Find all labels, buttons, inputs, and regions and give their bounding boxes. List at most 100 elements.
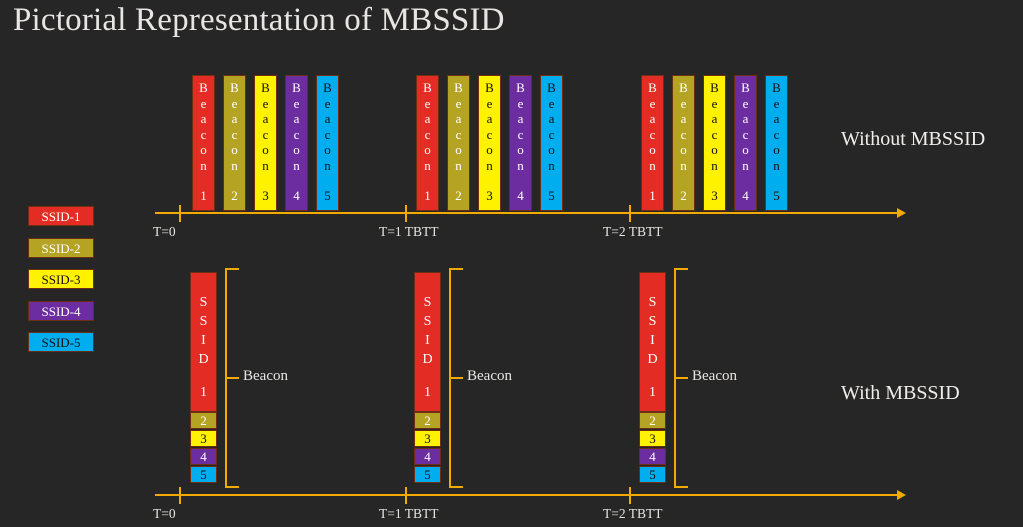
beacon-bracket-label: Beacon (467, 368, 512, 384)
beacon-letter: c (424, 126, 431, 142)
bottom-axis-tick-label: T=2 TBTT (603, 506, 663, 521)
beacon-bar-number: 2 (680, 188, 687, 203)
beacon-bar-number: 3 (486, 188, 493, 203)
beacon-letter: e (711, 95, 718, 111)
beacon-letter: e (680, 95, 687, 111)
beacon-letter: B (648, 80, 657, 95)
beacon-letter: o (742, 142, 749, 157)
beacon-letter: c (486, 126, 493, 142)
beacon-letter: a (742, 111, 749, 126)
beacon-letter: n (324, 157, 331, 173)
beacon-bar-number: 4 (293, 188, 300, 203)
beacon-letter: e (742, 95, 749, 111)
beacon-letter: a (293, 111, 300, 126)
bracket-arm-top (449, 268, 463, 270)
beacon-bar-number: 5 (324, 188, 331, 203)
beacon-letter: a (231, 111, 238, 126)
ssid-letter: I (650, 333, 655, 348)
beacon-letter: a (711, 111, 718, 126)
beacon-letter: o (455, 142, 462, 157)
beacon-bar-number: 1 (200, 188, 207, 203)
beacon-letter: c (231, 126, 238, 142)
beacon-letter: n (455, 157, 462, 173)
with-mbssid-caption: With MBSSID (841, 382, 960, 404)
beacon-letter: e (293, 95, 300, 111)
beacon-letter: o (711, 142, 718, 157)
beacon-letter: B (199, 80, 208, 95)
beacon-letter: a (773, 111, 780, 126)
ssid-sub-number: 3 (200, 431, 207, 446)
ssid-letter: D (422, 352, 433, 367)
beacon-letter: a (548, 111, 555, 126)
beacon-letter: e (231, 95, 238, 111)
beacon-letter: c (262, 126, 269, 142)
ssid-main-number: 1 (424, 385, 431, 400)
beacon-letter: c (680, 126, 687, 142)
ssid-sub-block: 2 (414, 412, 441, 429)
beacon-bar-number: 3 (711, 188, 718, 203)
beacon-letter: o (517, 142, 524, 157)
beacon-letter: n (548, 157, 555, 173)
ssid-letter: S (199, 314, 208, 329)
beacon-letter: a (324, 111, 331, 126)
beacon-letter: B (710, 80, 719, 95)
beacon-letter: n (517, 157, 524, 173)
legend-item-ssid-3: SSID-3 (28, 269, 94, 289)
top-axis-tick-label: T=2 TBTT (603, 224, 663, 239)
beacon-letter: c (293, 126, 300, 142)
beacon-letter: o (324, 142, 331, 157)
ssid-sub-block: 5 (190, 466, 217, 483)
beacon-letter: a (455, 111, 462, 126)
ssid-sub-block: 5 (414, 466, 441, 483)
beacon-letter: B (485, 80, 494, 95)
legend-item-label: SSID-1 (41, 209, 81, 224)
bracket-arm-top (674, 268, 688, 270)
ssid-sub-number: 5 (649, 467, 656, 482)
beacon-bracket (449, 268, 465, 488)
legend-item-ssid-5: SSID-5 (28, 332, 94, 352)
ssid-letter: S (423, 314, 432, 329)
legend-item-ssid-1: SSID-1 (28, 206, 94, 226)
ssid-sub-number: 5 (200, 467, 207, 482)
beacon-letter: o (680, 142, 687, 157)
beacon-letter: B (230, 80, 239, 95)
beacon-letter: n (742, 157, 749, 173)
beacon-letter: c (517, 126, 524, 142)
beacon-letter: o (293, 142, 300, 157)
beacon-letter: o (262, 142, 269, 157)
beacon-letter: o (200, 142, 207, 157)
bottom-axis-line (155, 494, 897, 496)
beacon-letter: c (324, 126, 331, 142)
beacon-letter: n (200, 157, 207, 173)
beacon-letter: B (323, 80, 332, 95)
ssid-letter: D (198, 352, 209, 367)
beacon-bracket (225, 268, 241, 488)
bottom-axis-tick-label: T=0 (153, 506, 176, 521)
ssid-letter: I (425, 333, 430, 348)
beacon-letter: c (649, 126, 656, 142)
bottom-axis-tick (179, 487, 181, 504)
bracket-arm-bot (225, 486, 239, 488)
legend-item-label: SSID-3 (41, 272, 81, 287)
legend-item-ssid-2: SSID-2 (28, 237, 94, 258)
